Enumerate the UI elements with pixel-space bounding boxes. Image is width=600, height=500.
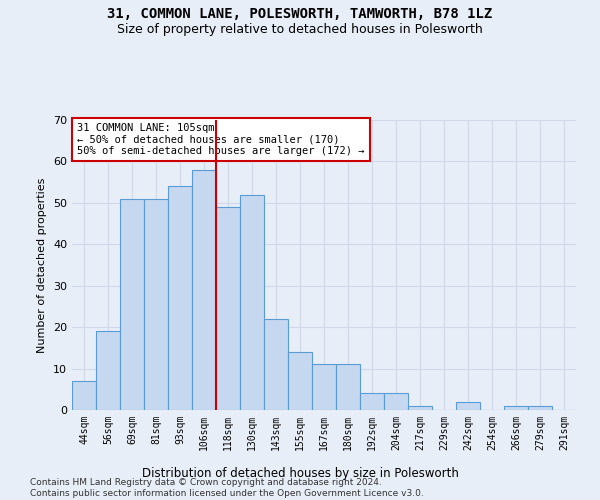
Text: 31, COMMON LANE, POLESWORTH, TAMWORTH, B78 1LZ: 31, COMMON LANE, POLESWORTH, TAMWORTH, B… (107, 8, 493, 22)
Bar (144, 198, 168, 410)
Bar (192, 170, 216, 410)
Bar (168, 186, 192, 410)
Text: Contains HM Land Registry data © Crown copyright and database right 2024.
Contai: Contains HM Land Registry data © Crown c… (30, 478, 424, 498)
Bar (120, 198, 144, 410)
Bar (240, 194, 264, 410)
Bar (96, 332, 120, 410)
Bar (72, 381, 96, 410)
Bar (264, 319, 288, 410)
Bar (384, 394, 408, 410)
Text: 31 COMMON LANE: 105sqm
← 50% of detached houses are smaller (170)
50% of semi-de: 31 COMMON LANE: 105sqm ← 50% of detached… (77, 123, 365, 156)
Bar (528, 406, 552, 410)
Text: Distribution of detached houses by size in Polesworth: Distribution of detached houses by size … (142, 467, 458, 480)
Bar (312, 364, 336, 410)
Bar (504, 406, 528, 410)
Bar (408, 406, 432, 410)
Bar (336, 364, 360, 410)
Bar (288, 352, 312, 410)
Y-axis label: Number of detached properties: Number of detached properties (37, 178, 47, 352)
Bar (216, 207, 240, 410)
Text: Size of property relative to detached houses in Polesworth: Size of property relative to detached ho… (117, 22, 483, 36)
Bar (360, 394, 384, 410)
Bar (456, 402, 480, 410)
